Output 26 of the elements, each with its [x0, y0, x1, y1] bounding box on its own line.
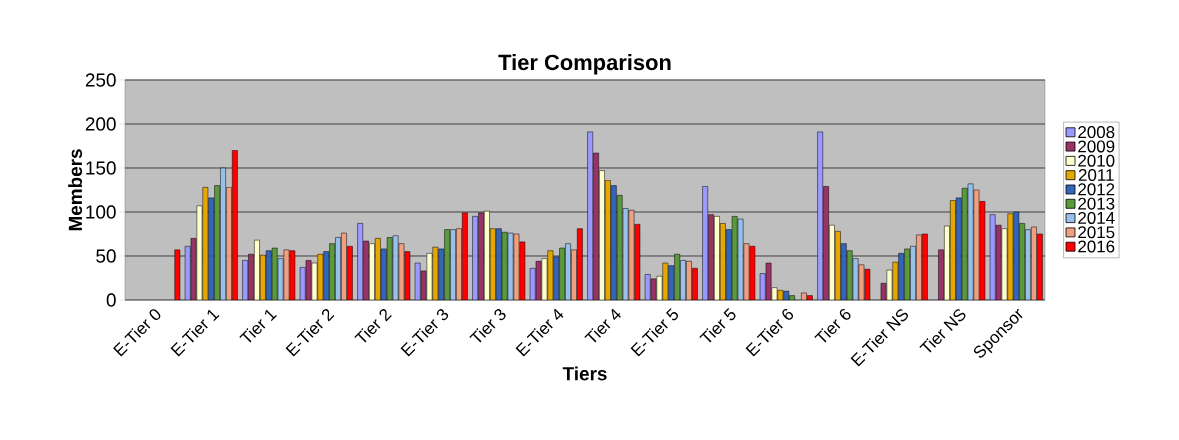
y-tick-label: 250	[85, 73, 116, 87]
legend-label: 2008	[1078, 126, 1115, 139]
y-axis-title: Members	[68, 149, 83, 231]
x-tick-label: Tier 4	[584, 308, 621, 343]
y-tick-label: 50	[96, 249, 116, 263]
x-tick-label: Tier 1	[239, 309, 277, 343]
x-tick-label: Tier NS	[919, 309, 966, 353]
x-tick-label: Tier 2	[354, 308, 392, 343]
chart-title: Tier Comparison	[498, 54, 671, 75]
legend-label: 2011	[1078, 169, 1114, 182]
legend-label: 2016	[1078, 240, 1115, 253]
legend-label: 2013	[1078, 197, 1115, 210]
y-tick-label: 150	[86, 161, 116, 175]
x-axis-title: Tiers	[562, 366, 607, 381]
legend-label: 2009	[1078, 140, 1115, 153]
x-tick-label: Tier 5	[699, 308, 736, 343]
legend-label: 2015	[1078, 226, 1115, 239]
y-tick-label: 0	[106, 293, 116, 307]
legend-label: 2012	[1078, 183, 1115, 196]
bar	[174, 249, 181, 300]
x-tick-label: Tier 6	[814, 308, 851, 343]
y-tick-label: 100	[86, 205, 116, 219]
legend-label: 2010	[1078, 154, 1115, 167]
legend-label: 2014	[1078, 211, 1115, 224]
y-tick-label: 200	[85, 117, 116, 131]
x-tick-label: Tier 3	[469, 309, 506, 343]
